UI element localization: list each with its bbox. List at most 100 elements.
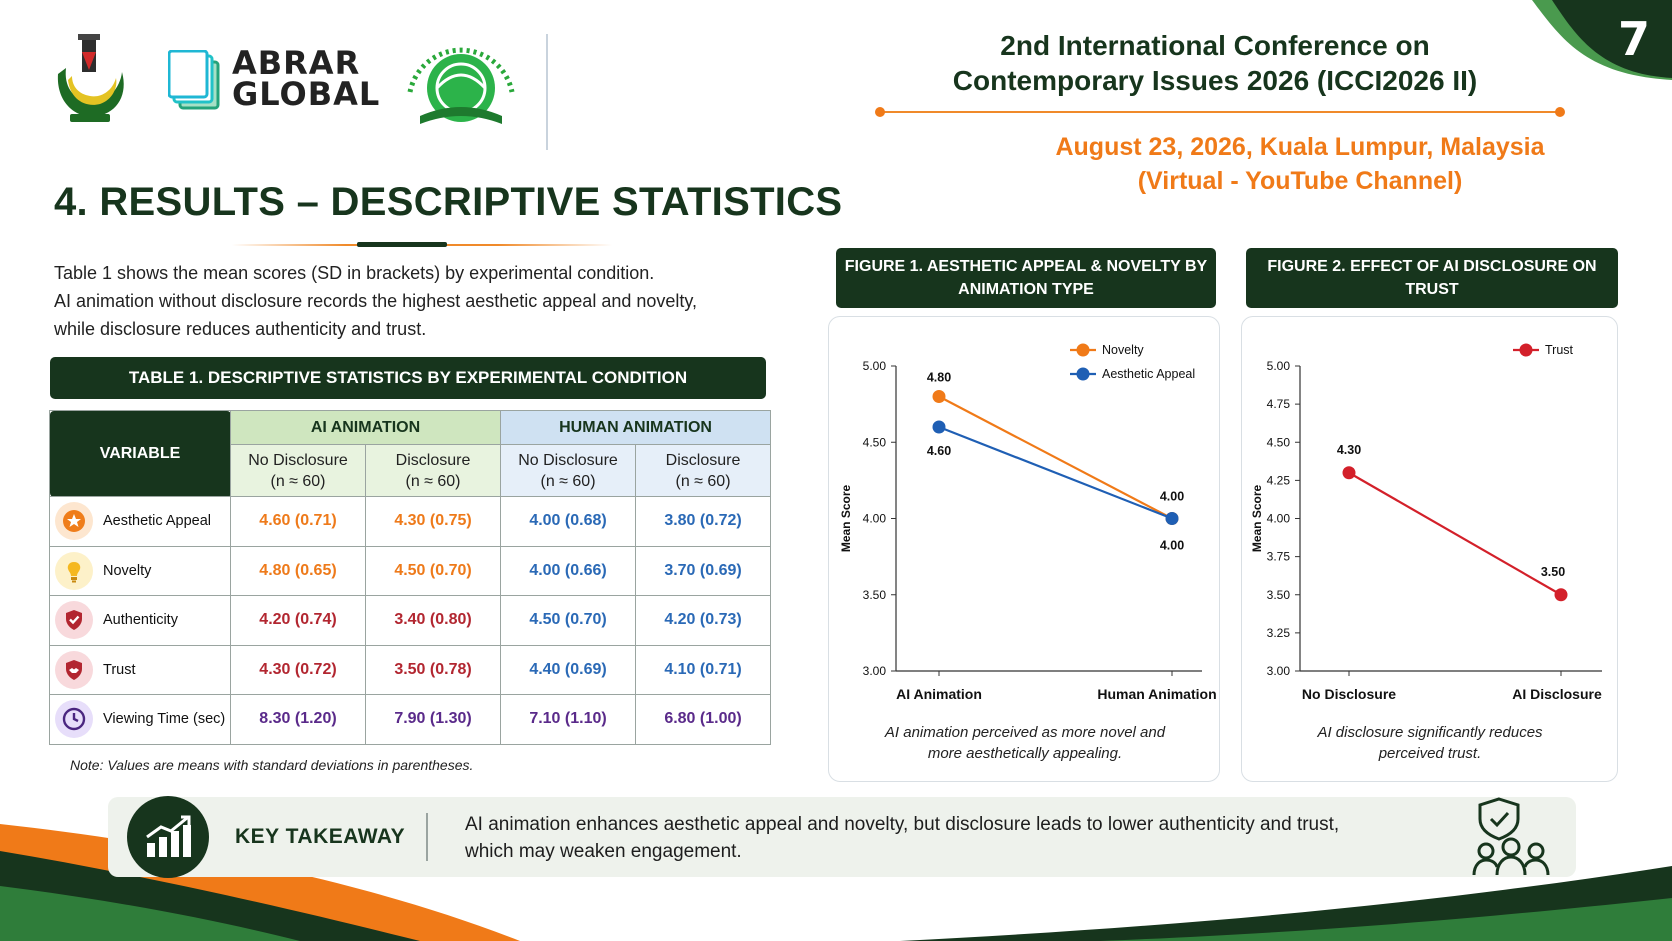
abrar-wordmark-line1: ABRAR <box>232 44 361 82</box>
logo-divider <box>546 34 548 150</box>
handshake-shield-icon <box>55 650 93 689</box>
figure1-title: FIGURE 1. AESTHETIC APPEAL & NOVELTY BY … <box>836 248 1216 308</box>
y-tick-label: 3.00 <box>1267 664 1291 678</box>
ai-animation-header: AI ANIMATION <box>229 410 502 445</box>
intro-paragraph: Table 1 shows the mean scores (SD in bra… <box>54 259 754 343</box>
human-no-disclosure-header: No Disclosure (n ≈ 60) <box>500 444 637 497</box>
table-cell: 7.10 (1.10) <box>500 694 637 745</box>
y-tick-label: 4.25 <box>1267 473 1291 487</box>
table-cell: 4.00 (0.68) <box>500 496 637 547</box>
x-tick-label: No Disclosure <box>1302 686 1396 702</box>
ai-no-disclosure-header: No Disclosure (n ≈ 60) <box>230 444 366 497</box>
y-tick-label: 4.50 <box>1267 435 1291 449</box>
star-badge-icon <box>55 502 93 541</box>
legend-marker <box>1076 367 1090 381</box>
table-cell: 4.30 (0.72) <box>230 644 366 695</box>
human-animation-header: HUMAN ANIMATION <box>500 410 772 445</box>
variable-label: Authenticity <box>103 612 178 629</box>
key-takeaway-panel <box>108 797 1576 877</box>
series-line-aesthetic-appeal <box>938 425 1173 520</box>
y-tick-label: 3.25 <box>1267 626 1291 640</box>
lightbulb-icon <box>55 551 93 590</box>
data-label: 3.50 <box>1541 565 1565 579</box>
y-tick-label: 3.00 <box>863 664 887 678</box>
table-cell: 6.80 (1.00) <box>635 694 772 745</box>
x-tick-label: Human Animation <box>1097 686 1216 702</box>
table-cell: 4.80 (0.65) <box>230 545 366 596</box>
variable-header: VARIABLE <box>49 410 231 497</box>
figure2-caption: AI disclosure significantly reduces perc… <box>1317 724 1543 762</box>
legend-label: Trust <box>1545 343 1574 357</box>
table-cell: 4.00 (0.66) <box>500 545 637 596</box>
conference-date: August 23, 2026, Kuala Lumpur, Malaysia … <box>1000 130 1600 198</box>
table-row: Trust 4.30 (0.72) 3.50 (0.78) 4.40 (0.69… <box>49 644 772 695</box>
table-cell: 3.80 (0.72) <box>635 496 772 547</box>
figure2-line-chart: 3.00 3.25 3.50 3.75 4.00 4.25 4.50 4.75 5.00 Mean… <box>1250 343 1602 702</box>
variable-cell: Aesthetic Appeal <box>49 496 231 547</box>
legend-label: Aesthetic Appeal <box>1102 367 1195 381</box>
shield-check-icon <box>55 601 93 640</box>
data-point <box>1165 512 1179 525</box>
table-cell: 8.30 (1.20) <box>230 694 366 745</box>
variable-label: Novelty <box>103 562 152 579</box>
data-label: 4.30 <box>1337 443 1361 457</box>
table-row: Viewing Time (sec) 8.30 (1.20) 7.90 (1.3… <box>49 694 772 745</box>
conference-title-line1: 2nd International Conference on <box>1000 30 1430 61</box>
conference-title: 2nd International Conference on Contempo… <box>890 28 1540 98</box>
data-point <box>1342 466 1356 480</box>
series-line-trust <box>1348 471 1562 596</box>
intro-line3: while disclosure reduces authenticity an… <box>54 319 427 339</box>
table-cell: 4.50 (0.70) <box>500 595 637 646</box>
table-cell: 4.30 (0.75) <box>364 496 502 547</box>
table-cell: 4.60 (0.71) <box>230 496 366 547</box>
table-cell: 3.50 (0.78) <box>364 644 502 695</box>
y-tick-label: 3.75 <box>1267 550 1291 564</box>
variable-cell: Novelty <box>49 545 231 596</box>
series-line-novelty <box>938 395 1173 520</box>
figure2-card <box>1241 316 1618 782</box>
y-tick-label: 3.50 <box>1267 588 1291 602</box>
y-axis-label: Mean Score <box>1250 484 1264 552</box>
figure1-caption: AI animation perceived as more novel and… <box>884 724 1166 762</box>
y-tick-label: 5.00 <box>863 359 887 373</box>
table-cell: 3.40 (0.80) <box>364 595 502 646</box>
table-row: Novelty 4.80 (0.65) 4.50 (0.70) 4.00 (0.… <box>49 545 772 596</box>
key-takeaway-text: AI animation enhances aesthetic appeal a… <box>465 814 1340 862</box>
variable-cell: Authenticity <box>49 595 231 646</box>
table-cell: 4.50 (0.70) <box>364 545 502 596</box>
legend-marker <box>1519 343 1533 357</box>
table-title: TABLE 1. DESCRIPTIVE STATISTICS BY EXPER… <box>50 357 766 399</box>
human-disclosure-header: Disclosure (n ≈ 60) <box>635 444 772 497</box>
y-tick-label: 4.00 <box>863 512 887 526</box>
intro-line1: Table 1 shows the mean scores (SD in bra… <box>54 263 655 283</box>
intro-line2: AI animation without disclosure records … <box>54 291 698 311</box>
variable-cell: Viewing Time (sec) <box>49 694 231 745</box>
figure2-title: FIGURE 2. EFFECT OF AI DISCLOSURE ON TRU… <box>1246 248 1618 308</box>
table-cell: 4.20 (0.74) <box>230 595 366 646</box>
conference-date-line1: August 23, 2026, Kuala Lumpur, Malaysia <box>1055 133 1545 161</box>
growth-chart-icon <box>127 796 209 878</box>
crescent-emblem-logo <box>57 34 124 122</box>
data-label: 4.00 <box>1160 490 1184 504</box>
conference-title-line2: Contemporary Issues 2026 (ICCI2026 II) <box>952 65 1478 96</box>
variable-label: Aesthetic Appeal <box>103 513 212 530</box>
page-number-badge <box>1532 0 1672 80</box>
data-label: 4.80 <box>927 371 951 385</box>
y-axis-label: Mean Score <box>839 484 853 552</box>
y-tick-label: 5.00 <box>1267 359 1291 373</box>
table-note: Note: Values are means with standard dev… <box>70 757 474 773</box>
abrar-wordmark-line2: GLOBAL <box>232 75 381 113</box>
data-label: 4.60 <box>927 444 951 458</box>
section-title: 4. RESULTS – DESCRIPTIVE STATISTICS <box>54 180 843 224</box>
ai-disclosure-header: Disclosure (n ≈ 60) <box>364 444 502 497</box>
shield-people-icon <box>1472 797 1550 876</box>
data-point <box>932 390 946 403</box>
table-cell: 4.10 (0.71) <box>635 644 772 695</box>
key-takeaway-label: KEY TAKEAWAY <box>235 825 406 848</box>
y-tick-label: 3.50 <box>863 588 887 602</box>
table-cell: 7.90 (1.30) <box>364 694 502 745</box>
data-point <box>932 420 946 434</box>
page-number: 7 <box>1617 12 1650 66</box>
abrar-global-wordmark: ABRAR GLOBAL <box>232 44 381 113</box>
table-row: Authenticity 4.20 (0.74) 3.40 (0.80) 4.5… <box>49 595 772 646</box>
